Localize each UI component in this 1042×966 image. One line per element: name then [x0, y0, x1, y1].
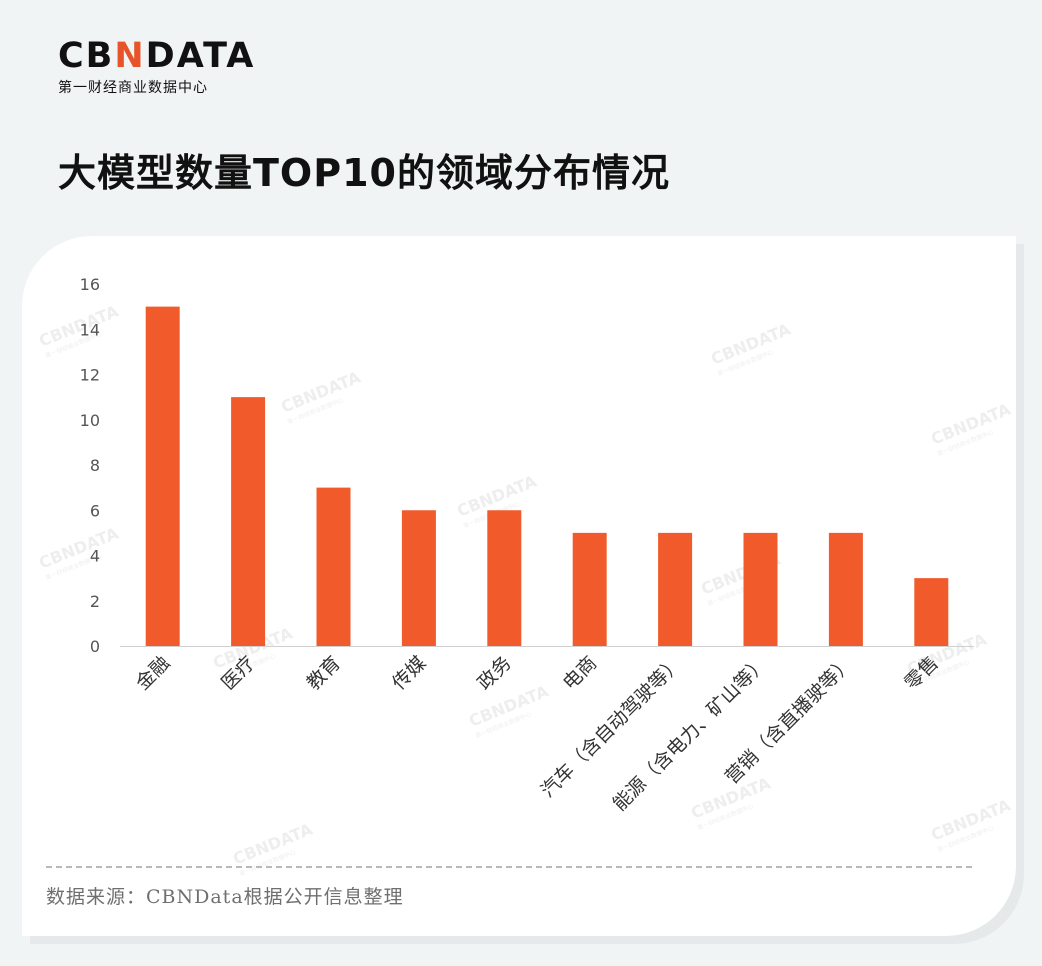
page-title: 大模型数量TOP10的领域分布情况 — [58, 151, 670, 195]
bar — [231, 397, 266, 646]
y-tick-label: 10 — [80, 411, 100, 430]
y-tick-label: 14 — [80, 320, 100, 339]
x-tick-label: 金融 — [132, 652, 174, 694]
bar — [145, 306, 180, 646]
x-tick-label: 能源（含电力、矿山等） — [609, 652, 772, 815]
y-tick-label: 16 — [80, 275, 100, 294]
bar — [828, 532, 863, 646]
source-note: 数据来源：CBNData根据公开信息整理 — [46, 886, 404, 908]
x-tick-label: 教育 — [303, 652, 345, 694]
bar — [658, 532, 693, 646]
logo-wordmark: CBNDATA — [58, 36, 256, 76]
brand-logo: CBNDATA 第一财经商业数据中心 — [58, 36, 255, 97]
bar — [743, 532, 778, 646]
bar — [487, 510, 522, 646]
x-tick-label: 政务 — [473, 652, 515, 694]
x-tick-label: 医疗 — [217, 652, 259, 694]
divider — [46, 866, 972, 868]
y-tick-label: 0 — [90, 637, 100, 656]
y-tick-label: 4 — [90, 547, 100, 566]
x-tick-label: 汽车（含自动驾驶等） — [537, 652, 687, 802]
bar — [572, 532, 607, 646]
y-tick-label: 12 — [80, 366, 100, 385]
y-tick-label: 6 — [90, 501, 100, 520]
y-tick-label: 8 — [90, 456, 100, 475]
x-tick-label: 电商 — [559, 652, 601, 694]
y-tick-label: 2 — [90, 592, 100, 611]
bar — [316, 487, 351, 646]
bar — [401, 510, 436, 646]
bar — [914, 578, 949, 646]
x-tick-label: 零售 — [900, 652, 942, 694]
x-tick-label: 传媒 — [388, 652, 430, 694]
logo-subtitle: 第一财经商业数据中心 — [58, 80, 208, 96]
